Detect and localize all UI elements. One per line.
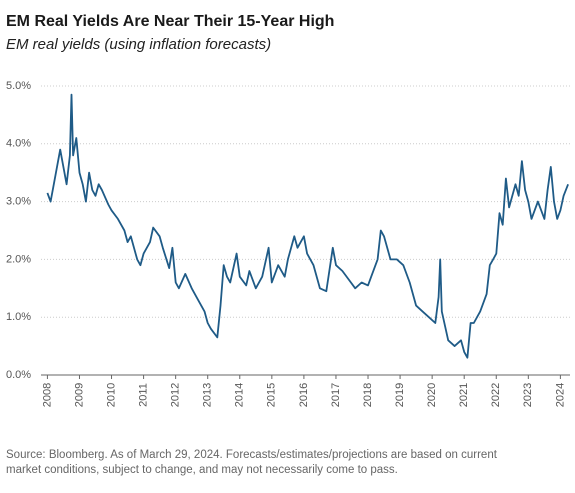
x-tick-label: 2017 xyxy=(330,383,342,407)
data-line xyxy=(46,93,569,359)
x-tick-label: 2011 xyxy=(138,383,150,407)
x-tick-label: 2014 xyxy=(234,383,246,407)
x-tick-label: 2018 xyxy=(362,383,374,407)
source-note: Source: Bloomberg. As of March 29, 2024.… xyxy=(6,449,498,461)
x-tick-label: 2021 xyxy=(458,383,470,407)
x-tick-label: 2008 xyxy=(41,383,53,407)
x-tick-label: 2013 xyxy=(202,383,214,407)
x-tick-label: 2020 xyxy=(426,383,438,407)
x-tick-label: 2015 xyxy=(266,383,278,407)
chart-subtitle: EM real yields (using inflation forecast… xyxy=(6,36,271,53)
y-tick-label: 2.0% xyxy=(6,253,31,265)
y-tick-label: 3.0% xyxy=(6,196,31,208)
x-tick-label: 2009 xyxy=(73,383,85,407)
y-tick-label: 4.0% xyxy=(6,138,31,150)
x-tick-label: 2022 xyxy=(490,383,502,407)
x-tick-label: 2010 xyxy=(105,383,117,407)
y-tick-label: 0.0% xyxy=(6,369,31,381)
source-note: market conditions, subject to change, an… xyxy=(6,464,398,476)
x-tick-label: 2016 xyxy=(298,383,310,407)
x-tick-label: 2024 xyxy=(554,383,566,407)
y-tick-label: 5.0% xyxy=(6,80,31,92)
x-tick-label: 2023 xyxy=(522,383,534,407)
y-tick-label: 1.0% xyxy=(6,311,31,323)
x-tick-label: 2012 xyxy=(170,383,182,407)
x-tick-label: 2019 xyxy=(394,383,406,407)
chart-title: EM Real Yields Are Near Their 15-Year Hi… xyxy=(6,13,334,30)
